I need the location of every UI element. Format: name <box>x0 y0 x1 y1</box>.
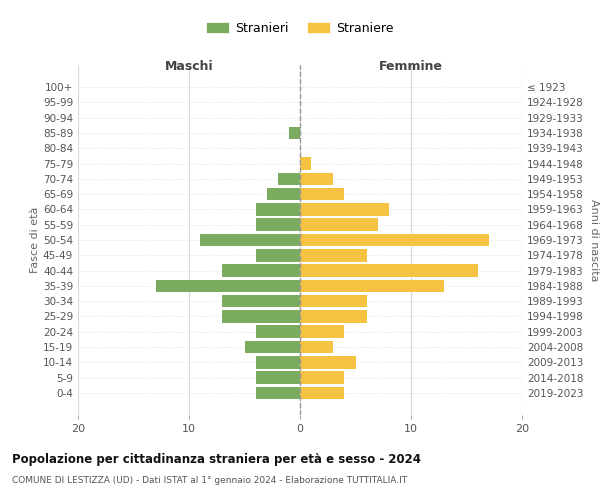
Text: Popolazione per cittadinanza straniera per età e sesso - 2024: Popolazione per cittadinanza straniera p… <box>12 452 421 466</box>
Bar <box>300 310 367 322</box>
Y-axis label: Anni di nascita: Anni di nascita <box>589 198 599 281</box>
Bar <box>300 249 367 262</box>
Bar <box>256 249 300 262</box>
Bar <box>256 372 300 384</box>
Legend: Stranieri, Straniere: Stranieri, Straniere <box>200 15 400 41</box>
Bar <box>256 386 300 399</box>
Bar <box>300 326 344 338</box>
Bar <box>300 218 378 231</box>
Bar <box>300 158 311 170</box>
Bar <box>300 356 355 368</box>
Bar <box>300 386 344 399</box>
Bar <box>256 218 300 231</box>
Text: Maschi: Maschi <box>164 60 214 74</box>
Bar <box>245 340 300 353</box>
Bar <box>300 295 367 308</box>
Bar <box>300 188 344 200</box>
Bar <box>300 172 334 185</box>
Bar <box>256 203 300 215</box>
Y-axis label: Fasce di età: Fasce di età <box>30 207 40 273</box>
Bar <box>266 188 300 200</box>
Bar <box>300 264 478 277</box>
Bar <box>300 234 489 246</box>
Text: Femmine: Femmine <box>379 60 443 74</box>
Bar <box>156 280 300 292</box>
Bar <box>222 310 300 322</box>
Bar <box>222 295 300 308</box>
Bar <box>200 234 300 246</box>
Bar <box>289 127 300 140</box>
Bar <box>300 340 334 353</box>
Bar <box>256 356 300 368</box>
Bar <box>300 372 344 384</box>
Bar <box>222 264 300 277</box>
Bar <box>278 172 300 185</box>
Bar <box>300 280 444 292</box>
Bar <box>300 203 389 215</box>
Text: COMUNE DI LESTIZZA (UD) - Dati ISTAT al 1° gennaio 2024 - Elaborazione TUTTITALI: COMUNE DI LESTIZZA (UD) - Dati ISTAT al … <box>12 476 407 485</box>
Bar <box>256 326 300 338</box>
